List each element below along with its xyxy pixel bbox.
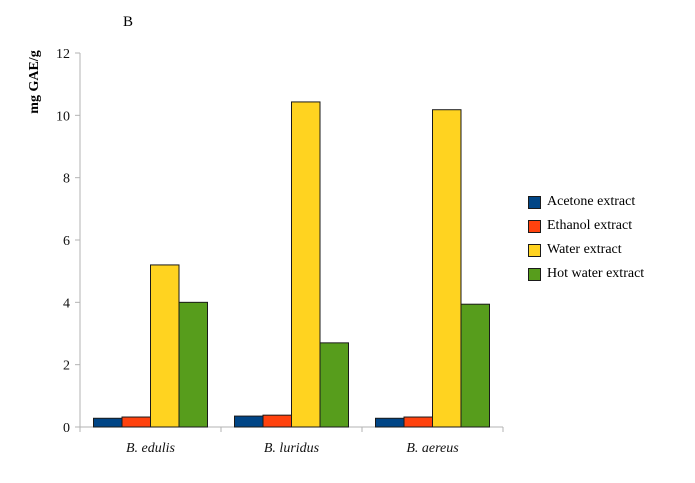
bar — [178, 301, 208, 428]
legend-label: Hot water extract — [547, 266, 645, 281]
bar — [319, 342, 349, 428]
bars — [93, 101, 490, 428]
legend-item: Water extract — [528, 238, 644, 262]
x-category-label: B. aereus — [406, 441, 459, 456]
tick-labels: 0 2 4 6 8 10 12 B. edulis B. luridus B. aereus — [56, 47, 459, 456]
bar — [375, 417, 405, 428]
x-category-label: B. edulis — [126, 441, 176, 456]
panel-label: B — [123, 14, 134, 30]
y-axis-label: mg GAE/g — [27, 50, 42, 113]
y-tick-label: 0 — [63, 421, 70, 436]
y-tick-label: 10 — [56, 109, 70, 124]
legend-swatch — [528, 219, 541, 233]
legend: Acetone extract Ethanol extract Water extr… — [528, 190, 644, 286]
legend-label: Water extract — [547, 242, 622, 257]
legend-label: Acetone extract — [547, 194, 636, 209]
bar — [93, 417, 123, 428]
bar — [460, 303, 490, 428]
legend-item: Hot water extract — [528, 262, 644, 286]
bar — [432, 109, 462, 428]
bar — [121, 416, 151, 428]
bar — [403, 416, 433, 428]
legend-label: Ethanol extract — [547, 218, 633, 233]
bar — [262, 414, 292, 428]
legend-swatch — [528, 243, 541, 257]
bar — [234, 415, 264, 428]
legend-item: Ethanol extract — [528, 214, 644, 238]
bar — [150, 264, 180, 428]
x-category-label: B. luridus — [264, 441, 320, 456]
legend-swatch — [528, 195, 541, 209]
y-tick-label: 8 — [63, 172, 70, 187]
legend-item: Acetone extract — [528, 190, 644, 214]
legend-swatch — [528, 267, 541, 281]
bar — [291, 101, 321, 428]
y-tick-label: 2 — [63, 359, 70, 374]
y-tick-label: 6 — [63, 234, 70, 249]
y-tick-label: 4 — [63, 296, 70, 311]
y-tick-label: 12 — [56, 47, 70, 62]
